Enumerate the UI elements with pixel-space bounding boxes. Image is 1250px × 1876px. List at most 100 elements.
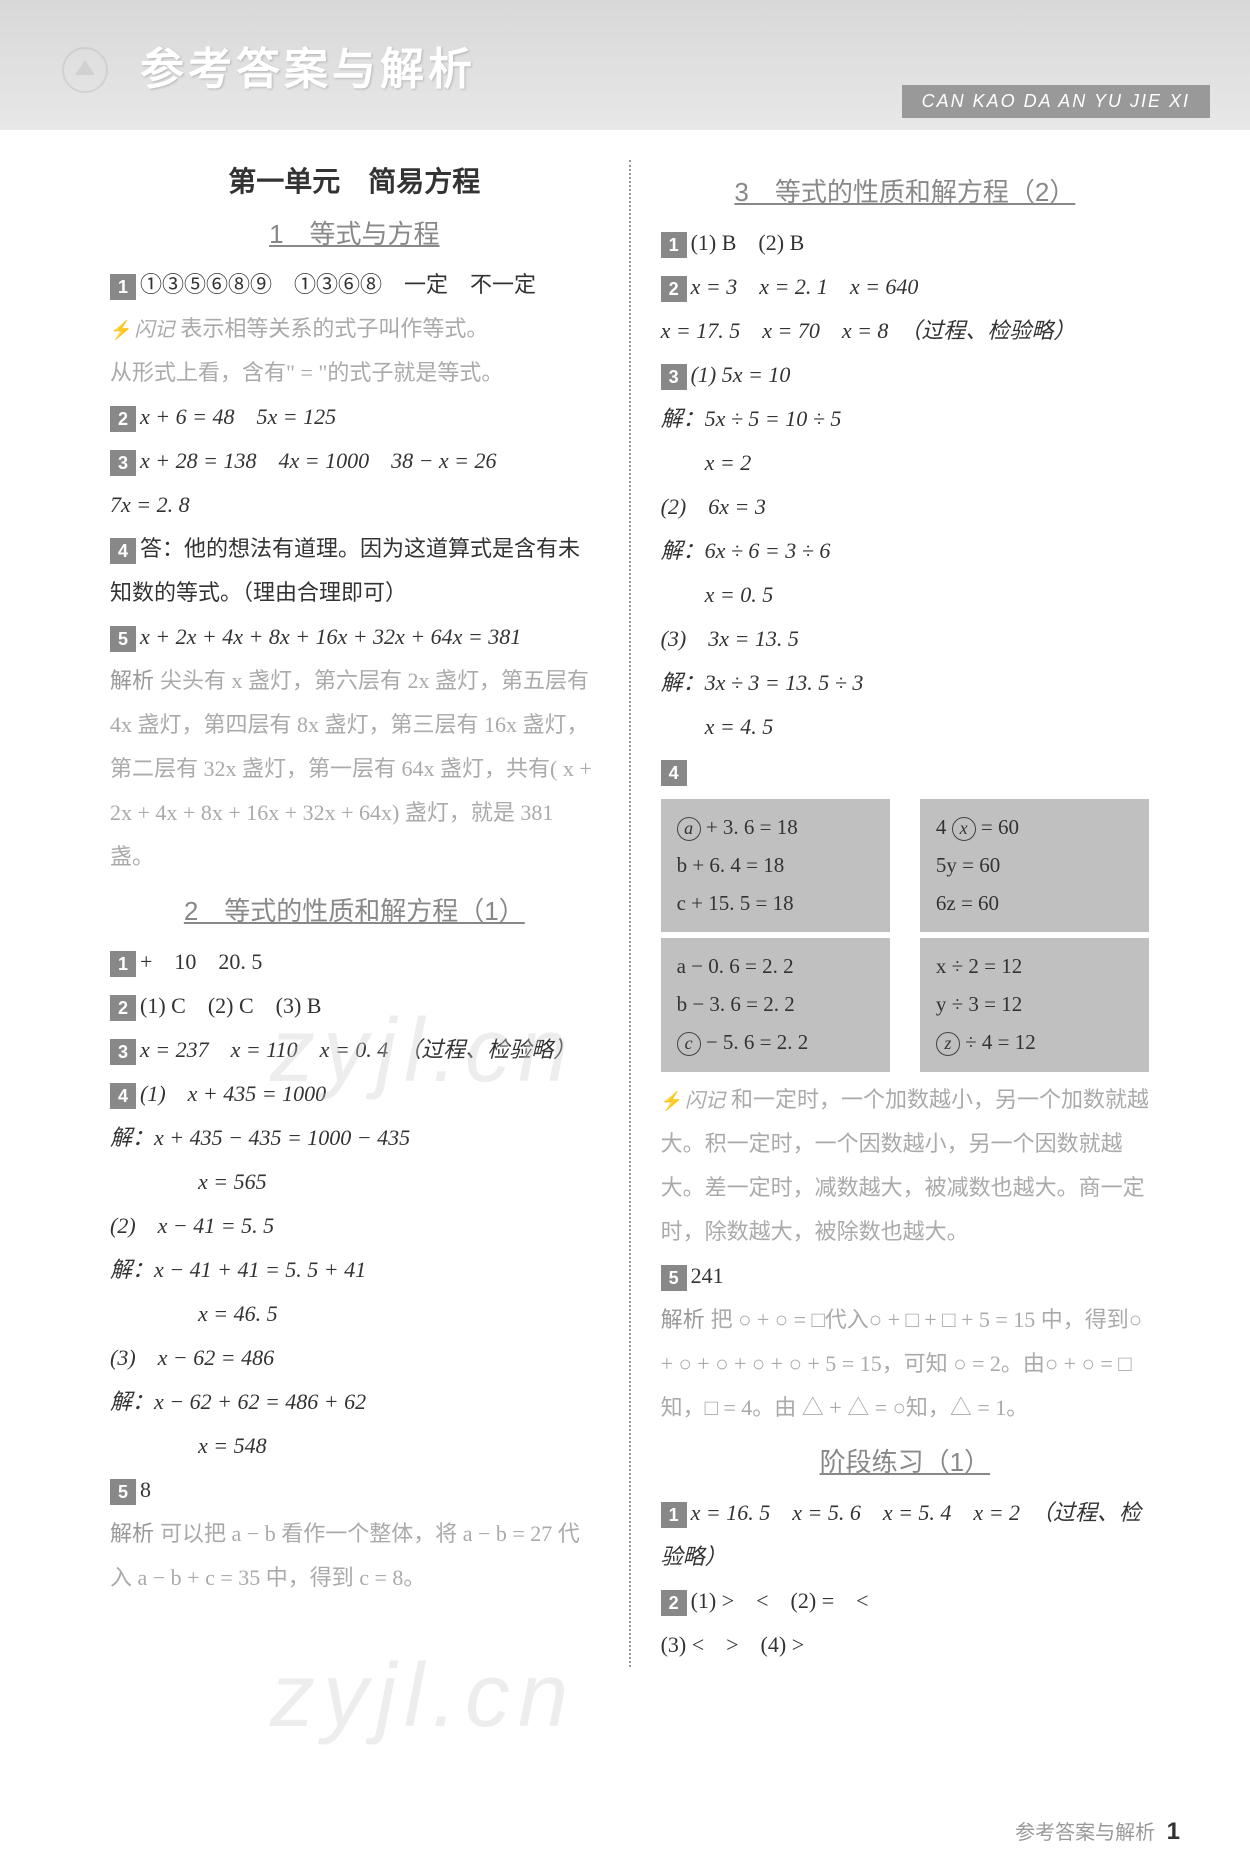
analysis-text: 可以把 a − b 看作一个整体，将 a − b = 27 代入 a − b +… — [110, 1521, 580, 1590]
question-badge: 2 — [661, 1590, 687, 1616]
answer-text: (1) x + 435 = 1000 — [140, 1081, 326, 1106]
equation-box: a − 0. 6 = 2. 2 b − 3. 6 = 2. 2 c − 5. 6… — [661, 938, 890, 1071]
answer-text: 241 — [691, 1263, 724, 1288]
eq-cell: 6z = 60 — [936, 885, 1133, 923]
solution-head: (2) x − 41 = 5. 5 — [110, 1204, 599, 1248]
solution-step: 解：x − 62 + 62 = 486 + 62 — [110, 1380, 599, 1424]
question-badge: 1 — [661, 232, 687, 258]
eq-cell: c − 5. 6 = 2. 2 — [677, 1024, 874, 1062]
answer-line: 4(1) x + 435 = 1000 — [110, 1072, 599, 1116]
answer-line: 1①③⑤⑥⑧⑨ ①③⑥⑧ 一定 不一定 — [110, 263, 599, 307]
tip-line: 从形式上看，含有" = "的式子就是等式。 — [110, 351, 599, 395]
question-badge: 5 — [661, 1265, 687, 1291]
question-badge: 4 — [110, 538, 136, 564]
solution-result: x = 2 — [661, 441, 1150, 485]
answer-text: (1) > < (2) = < — [691, 1588, 869, 1613]
eq-text: ÷ 4 = 12 — [960, 1030, 1036, 1054]
analysis-label: 解析 — [110, 668, 154, 693]
answer-line: 3(1) 5x = 10 — [661, 353, 1150, 397]
question-badge: 5 — [110, 1479, 136, 1505]
answer-text: (1) B (2) B — [691, 230, 805, 255]
eq-cell: x ÷ 2 = 12 — [936, 948, 1133, 986]
eq-cell: z ÷ 4 = 12 — [936, 1024, 1133, 1062]
page-number: 1 — [1167, 1818, 1180, 1845]
solution-result: x = 4. 5 — [661, 705, 1150, 749]
page-footer: 参考答案与解析 1 — [1015, 1816, 1180, 1846]
section-title: 阶段练习（1） — [661, 1442, 1150, 1479]
header-pinyin: CAN KAO DA AN YU JIE XI — [902, 85, 1210, 118]
eq-cell: b − 3. 6 = 2. 2 — [677, 986, 874, 1024]
solution-head: (3) x − 62 = 486 — [110, 1336, 599, 1380]
equation-box: a + 3. 6 = 18 b + 6. 4 = 18 c + 15. 5 = … — [661, 799, 890, 932]
eq-text: = 60 — [976, 815, 1019, 839]
question-badge: 1 — [110, 951, 136, 977]
answer-text: x + 28 = 138 4x = 1000 38 − x = 26 — [140, 448, 497, 473]
section-title: 2 等式的性质和解方程（1） — [110, 891, 599, 928]
eq-text: − 5. 6 = 2. 2 — [701, 1030, 809, 1054]
unit-title: 第一单元 简易方程 — [110, 160, 599, 200]
eq-cell: a + 3. 6 = 18 — [677, 809, 874, 847]
answer-line: 2(1) C (2) C (3) B — [110, 984, 599, 1028]
circled-var: z — [936, 1032, 960, 1056]
question-badge: 3 — [110, 450, 136, 476]
answer-line: 4 — [661, 749, 1150, 793]
equation-box: x ÷ 2 = 12 y ÷ 3 = 12 z ÷ 4 = 12 — [920, 938, 1149, 1071]
question-badge: 5 — [110, 626, 136, 652]
solution-step: 解：x − 41 + 41 = 5. 5 + 41 — [110, 1248, 599, 1292]
answer-text: x + 6 = 48 5x = 125 — [140, 404, 336, 429]
eq-cell: c + 15. 5 = 18 — [677, 885, 874, 923]
section-title: 3 等式的性质和解方程（2） — [661, 172, 1150, 209]
eq-cell: y ÷ 3 = 12 — [936, 986, 1133, 1024]
equation-box: 4 x = 60 5y = 60 6z = 60 — [920, 799, 1149, 932]
question-badge: 4 — [110, 1083, 136, 1109]
eq-cell: 5y = 60 — [936, 847, 1133, 885]
content-area: 第一单元 简易方程 1 等式与方程 1①③⑤⑥⑧⑨ ①③⑥⑧ 一定 不一定 闪记… — [0, 130, 1250, 1687]
solution-result: x = 46. 5 — [110, 1292, 599, 1336]
question-badge: 3 — [661, 364, 687, 390]
answer-line: 3x + 28 = 138 4x = 1000 38 − x = 26 — [110, 439, 599, 483]
question-badge: 2 — [110, 406, 136, 432]
column-divider — [629, 160, 631, 1667]
eq-cell: a − 0. 6 = 2. 2 — [677, 948, 874, 986]
answer-text: x = 237 x = 110 x = 0. 4 （过程、检验略） — [140, 1037, 575, 1062]
solution-result: x = 0. 5 — [661, 573, 1150, 617]
answer-line: 1(1) B (2) B — [661, 221, 1150, 265]
answer-line: 5241 — [661, 1254, 1150, 1298]
analysis-line: 解析把 ○ + ○ = □代入○ + □ + □ + 5 = 15 中，得到○ … — [661, 1298, 1150, 1430]
eq-cell: b + 6. 4 = 18 — [677, 847, 874, 885]
footer-label: 参考答案与解析 — [1015, 1822, 1155, 1844]
tip-text: 和一定时，一个加数越小，另一个加数就越大。积一定时，一个因数越小，另一个因数就越… — [661, 1087, 1149, 1244]
answer-line: 2x = 3 x = 2. 1 x = 640 — [661, 265, 1150, 309]
answer-text: x = 16. 5 x = 5. 6 x = 5. 4 x = 2 （过程、检验… — [661, 1500, 1141, 1569]
equation-box-row: a + 3. 6 = 18 b + 6. 4 = 18 c + 15. 5 = … — [661, 799, 1150, 932]
answer-line: 1x = 16. 5 x = 5. 6 x = 5. 4 x = 2 （过程、检… — [661, 1491, 1150, 1579]
left-column: 第一单元 简易方程 1 等式与方程 1①③⑤⑥⑧⑨ ①③⑥⑧ 一定 不一定 闪记… — [110, 160, 624, 1667]
analysis-label: 解析 — [661, 1307, 705, 1332]
header-decoration-icon — [55, 40, 115, 100]
answer-text: + 10 20. 5 — [140, 949, 262, 974]
question-badge: 3 — [110, 1039, 136, 1065]
flash-tip-icon: 闪记 — [661, 1081, 725, 1121]
circled-var: x — [952, 817, 976, 841]
question-badge: 2 — [661, 276, 687, 302]
eq-cell: 4 x = 60 — [936, 809, 1133, 847]
analysis-line: 解析尖头有 x 盏灯，第六层有 2x 盏灯，第五层有 4x 盏灯，第四层有 8x… — [110, 659, 599, 879]
answer-line: 4答：他的想法有道理。因为这道算式是含有未知数的等式。（理由合理即可） — [110, 527, 599, 615]
solution-head: (3) 3x = 13. 5 — [661, 617, 1150, 661]
question-badge: 2 — [110, 995, 136, 1021]
answer-text: (1) C (2) C (3) B — [140, 993, 321, 1018]
answer-line: 1+ 10 20. 5 — [110, 940, 599, 984]
analysis-label: 解析 — [110, 1521, 154, 1546]
answer-text: 8 — [140, 1477, 151, 1502]
solution-step: 解：x + 435 − 435 = 1000 − 435 — [110, 1116, 599, 1160]
answer-line: 3x = 237 x = 110 x = 0. 4 （过程、检验略） — [110, 1028, 599, 1072]
answer-text: (1) 5x = 10 — [691, 362, 791, 387]
circled-var: c — [677, 1032, 701, 1056]
eq-text: + 3. 6 = 18 — [701, 815, 798, 839]
tip-line: 闪记和一定时，一个加数越小，另一个加数就越大。积一定时，一个因数越小，另一个因数… — [661, 1078, 1150, 1254]
question-badge: 1 — [110, 274, 136, 300]
tip-line: 闪记表示相等关系的式子叫作等式。 — [110, 307, 599, 351]
solution-head: (2) 6x = 3 — [661, 485, 1150, 529]
circled-var: a — [677, 817, 701, 841]
answer-text: x = 3 x = 2. 1 x = 640 — [691, 274, 919, 299]
